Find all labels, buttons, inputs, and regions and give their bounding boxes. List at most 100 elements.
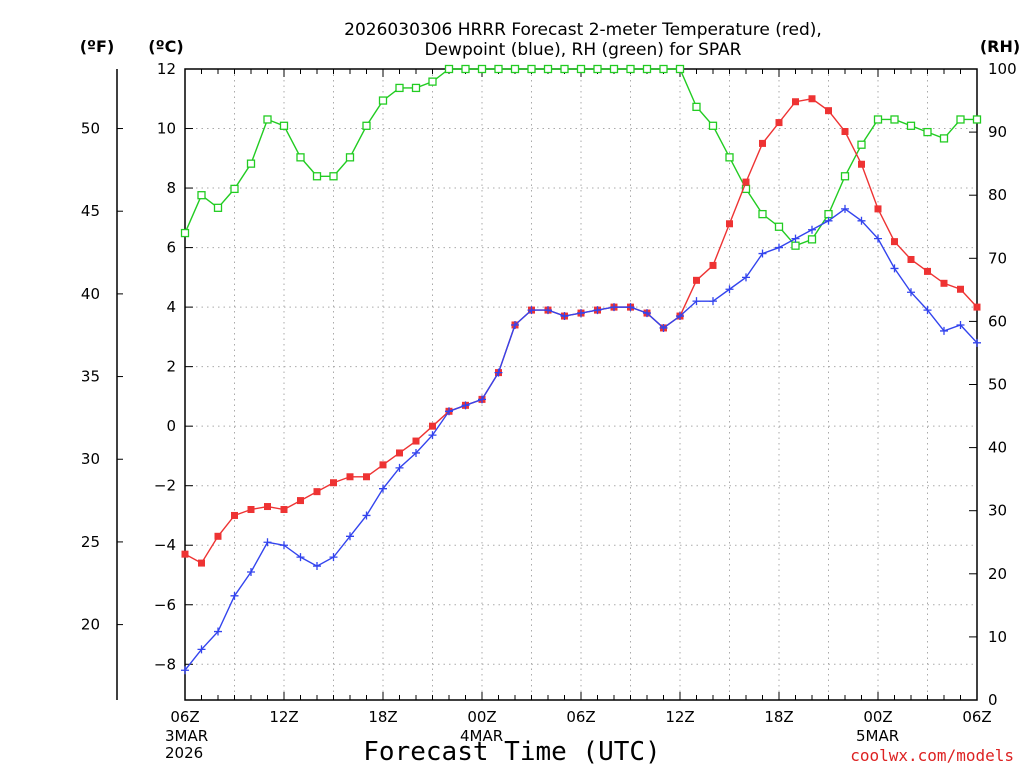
chart-title-line2: Dewpoint (blue), RH (green) for SPAR bbox=[425, 40, 742, 60]
dewpoint-point bbox=[973, 338, 981, 347]
dewpoint-point bbox=[263, 538, 272, 547]
rh-point bbox=[395, 83, 404, 93]
x-date-label: 3MAR bbox=[165, 727, 208, 745]
rh-tick-label: 70 bbox=[988, 249, 1007, 267]
dewpoint-point bbox=[725, 285, 734, 294]
dewpoint-point bbox=[824, 216, 833, 225]
temperature-point bbox=[280, 506, 288, 514]
rh-point bbox=[494, 64, 503, 74]
rh-point bbox=[477, 64, 487, 74]
rh-point bbox=[675, 64, 685, 74]
fahrenheit-tick-label: 20 bbox=[81, 616, 100, 634]
x-axis-label: Forecast Time (UTC) bbox=[363, 737, 660, 767]
dewpoint-point bbox=[626, 303, 635, 312]
temperature-point bbox=[396, 449, 403, 457]
dewpoint-point bbox=[940, 326, 948, 335]
rh-point bbox=[659, 64, 668, 74]
dewpoint-point bbox=[808, 225, 816, 234]
dewpoint-point bbox=[329, 553, 338, 562]
rh-point bbox=[906, 121, 916, 130]
celsius-tick-label: 12 bbox=[157, 60, 176, 78]
temperature-point bbox=[693, 276, 700, 284]
dewpoint-point bbox=[791, 234, 800, 243]
rh-tick-label: 30 bbox=[988, 502, 1007, 520]
fahrenheit-tick-label: 25 bbox=[81, 533, 100, 551]
dewpoint-point bbox=[544, 306, 552, 315]
rh-point bbox=[180, 228, 190, 238]
temperature-point bbox=[709, 261, 717, 269]
temperature-point bbox=[264, 503, 271, 511]
temperature-point bbox=[429, 422, 436, 430]
fahrenheit-tick-label: 50 bbox=[81, 120, 100, 138]
rh-axis-unit: (RH) bbox=[980, 37, 1020, 56]
rh-point bbox=[956, 115, 965, 124]
rh-point bbox=[230, 184, 239, 194]
rh-point bbox=[312, 172, 322, 181]
dewpoint-point bbox=[709, 297, 717, 306]
rh-point bbox=[411, 83, 421, 93]
series-rh bbox=[180, 64, 982, 250]
temperature-point bbox=[808, 95, 816, 103]
temperature-point bbox=[841, 128, 849, 136]
temperature-point bbox=[313, 488, 321, 496]
celsius-tick-label: 6 bbox=[166, 239, 176, 257]
celsius-tick-label: −8 bbox=[154, 655, 176, 673]
grid-lines bbox=[185, 69, 977, 700]
temperature-point bbox=[792, 98, 799, 106]
credit-text: coolwx.com/models bbox=[850, 746, 1014, 765]
temperature-point bbox=[973, 303, 981, 311]
temperature-point bbox=[775, 119, 783, 127]
rh-point bbox=[345, 153, 355, 162]
temperature-point bbox=[874, 205, 882, 213]
fahrenheit-tick-label: 35 bbox=[81, 368, 100, 386]
temperature-point bbox=[363, 473, 370, 481]
series-dewpoint bbox=[181, 204, 981, 675]
x-date-label: 4MAR bbox=[460, 727, 503, 745]
temperature-point bbox=[346, 473, 354, 481]
dewpoint-point bbox=[494, 368, 503, 377]
rh-tick-label: 100 bbox=[988, 60, 1017, 78]
rh-point bbox=[279, 121, 289, 130]
rh-point bbox=[329, 172, 338, 181]
rh-tick-label: 0 bbox=[988, 691, 998, 709]
temperature-point bbox=[214, 532, 222, 540]
rh-point bbox=[972, 115, 982, 124]
rh-point bbox=[857, 140, 866, 149]
x-date-label: 5MAR bbox=[856, 727, 899, 745]
rh-point bbox=[543, 64, 553, 74]
temperature-point bbox=[181, 550, 189, 558]
rh-point bbox=[692, 102, 701, 112]
rh-point bbox=[890, 115, 899, 124]
temperature-point bbox=[726, 220, 733, 228]
rh-tick-label: 50 bbox=[988, 376, 1007, 394]
rh-point bbox=[444, 64, 454, 74]
rh-point bbox=[428, 77, 437, 86]
dewpoint-point bbox=[643, 309, 651, 318]
rh-point bbox=[197, 191, 206, 200]
dewpoint-point bbox=[676, 312, 684, 321]
dewpoint-point bbox=[659, 323, 668, 332]
dewpoint-point bbox=[593, 306, 602, 315]
x-tick-label: 12Z bbox=[665, 708, 694, 726]
dewpoint-point bbox=[956, 320, 965, 329]
dewpoint-point bbox=[461, 401, 470, 410]
x-tick-label: 00Z bbox=[467, 708, 496, 726]
celsius-tick-label: −4 bbox=[154, 536, 176, 554]
rh-point bbox=[774, 222, 784, 231]
dewpoint-point bbox=[527, 306, 536, 315]
dewpoint-point bbox=[775, 243, 783, 252]
rh-point bbox=[576, 64, 586, 74]
fahrenheit-tick-label: 40 bbox=[81, 285, 100, 303]
dewpoint-point bbox=[560, 312, 569, 321]
dewpoint-point bbox=[742, 273, 750, 282]
chart-title-line1: 2026030306 HRRR Forecast 2-meter Tempera… bbox=[344, 20, 822, 40]
fahrenheit-tick-label: 45 bbox=[81, 202, 100, 220]
rh-point bbox=[527, 64, 536, 74]
rh-point bbox=[626, 64, 635, 74]
rh-point bbox=[873, 115, 883, 124]
x-tick-label: 00Z bbox=[863, 708, 892, 726]
dewpoint-point bbox=[346, 532, 354, 541]
x-tick-label: 06Z bbox=[962, 708, 991, 726]
dewpoint-point bbox=[890, 264, 899, 273]
